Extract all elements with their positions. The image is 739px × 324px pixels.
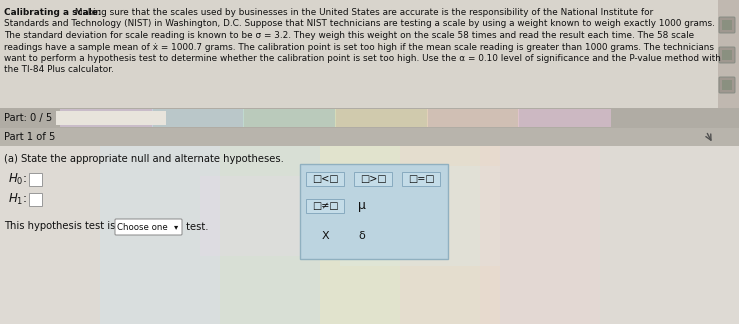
Bar [320,146,400,324]
Bar [56,111,166,125]
Bar [0,146,739,324]
FancyBboxPatch shape [719,47,735,63]
Bar [480,146,600,324]
Text: □=□: □=□ [408,174,435,184]
FancyBboxPatch shape [722,20,732,30]
Text: Calibrating a scale:: Calibrating a scale: [4,8,101,17]
Text: Standards and Technology (NIST) in Washington, D.C. Suppose that NIST technician: Standards and Technology (NIST) in Washi… [4,19,715,29]
Bar [200,176,400,256]
Bar [0,128,739,146]
Bar [518,109,611,127]
Bar [335,109,428,127]
FancyBboxPatch shape [300,164,448,259]
FancyBboxPatch shape [306,199,344,213]
Text: □≠□: □≠□ [312,201,338,211]
Bar [60,109,153,127]
Bar [243,109,336,127]
Bar [718,0,739,108]
Text: test.: test. [183,222,208,232]
Text: δ: δ [358,231,365,241]
Text: X: X [321,231,329,241]
Text: (a) State the appropriate null and alternate hypotheses.: (a) State the appropriate null and alter… [4,154,284,164]
Text: □>□: □>□ [360,174,386,184]
FancyBboxPatch shape [354,172,392,186]
Text: $H_0$:: $H_0$: [8,172,27,187]
Bar [340,166,500,266]
Bar [151,109,245,127]
FancyBboxPatch shape [29,193,42,206]
Text: want to perform a hypothesis test to determine whether the calibration point is : want to perform a hypothesis test to det… [4,54,721,63]
FancyBboxPatch shape [722,80,732,90]
Text: □<□: □<□ [312,174,338,184]
FancyBboxPatch shape [719,17,735,33]
Bar [0,0,718,108]
Text: Part: 0 / 5: Part: 0 / 5 [4,113,52,123]
Text: The standard deviation for scale reading is known to be σ = 3.2. They weigh this: The standard deviation for scale reading… [4,31,694,40]
Text: Choose one: Choose one [117,223,167,232]
Bar [0,108,739,128]
Text: μ: μ [358,200,366,213]
Text: Part 1 of 5: Part 1 of 5 [4,132,55,142]
FancyBboxPatch shape [115,219,182,235]
FancyBboxPatch shape [402,172,440,186]
FancyBboxPatch shape [719,77,735,93]
Text: This hypothesis test is a: This hypothesis test is a [4,221,125,231]
Text: Making sure that the scales used by businesses in the United States are accurate: Making sure that the scales used by busi… [72,8,653,17]
Text: readings have a sample mean of ẋ = 1000.7 grams. The calibration point is set to: readings have a sample mean of ẋ = 1000.… [4,42,714,52]
FancyBboxPatch shape [29,173,42,186]
Text: ▾: ▾ [174,223,178,232]
FancyBboxPatch shape [306,172,344,186]
Text: the TI-84 Plus calculator.: the TI-84 Plus calculator. [4,65,114,75]
Text: $H_1$:: $H_1$: [8,192,27,207]
Bar [400,146,500,324]
Bar [220,146,320,324]
FancyBboxPatch shape [722,50,732,60]
Bar [426,109,520,127]
Bar [100,146,220,324]
